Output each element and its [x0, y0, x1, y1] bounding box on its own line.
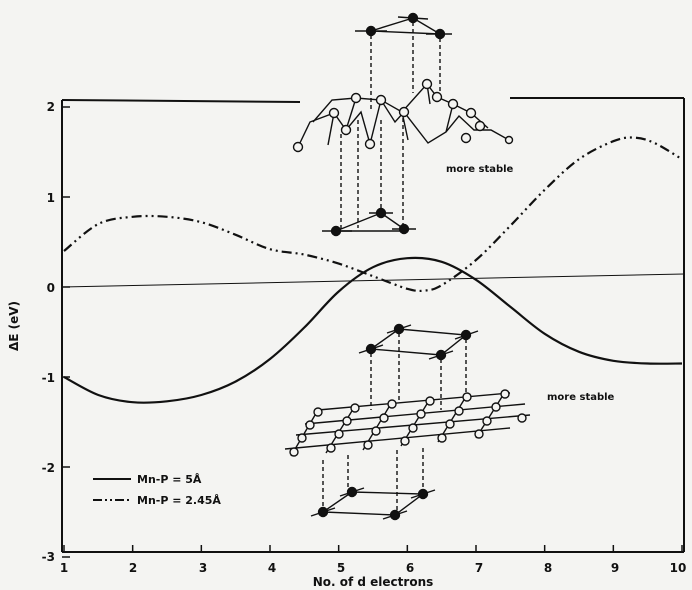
x-tick-label: 9: [611, 561, 619, 575]
series-line-mn-p-2-45a: [63, 136, 683, 293]
layer-structure-diagram: [292, 12, 514, 237]
x-tick-label: 4: [268, 561, 276, 575]
dashed-connectors: [340, 22, 441, 229]
y-axis-label: ΔE (eV): [7, 301, 21, 351]
bottom-triangle: [322, 207, 416, 237]
x-tick-label: 5: [337, 561, 345, 575]
bottom-square: [310, 486, 436, 521]
legend-entry-dashdot: Mn-P = 2.45Å: [137, 494, 221, 507]
legend: Mn-P = 5Å Mn-P = 2.45Å: [93, 473, 221, 507]
y-tick-label: 1: [47, 191, 55, 205]
zigzag-layer: [292, 78, 514, 153]
y-tick-label: 0: [47, 281, 55, 295]
x-tick-label: 1: [60, 561, 68, 575]
x-tick-labels: 1 2 3 4 5 6 7 8 9 10: [60, 561, 687, 575]
x-tick-label: 3: [199, 561, 207, 575]
legend-entry-solid: Mn-P = 5Å: [137, 473, 202, 486]
y-tick-label: -2: [42, 461, 55, 475]
zero-line: [61, 273, 685, 288]
y-tick-label: -3: [42, 550, 55, 564]
sheet-dashed-connectors: [322, 333, 467, 514]
annotation-more-stable-top: more stable: [446, 164, 514, 175]
x-tick-label: 10: [670, 561, 687, 575]
y-tick-label: -1: [42, 371, 55, 385]
x-axis-label: No. of d electrons: [313, 575, 434, 589]
x-tick-label: 6: [406, 561, 414, 575]
top-triangle: [355, 12, 452, 40]
atom-sheet: [284, 389, 531, 457]
axis-ticks: [62, 106, 683, 558]
plot-frame: [61, 97, 685, 553]
annotation-more-stable-bottom: more stable: [547, 392, 615, 403]
series-line-mn-p-5a: [63, 256, 683, 404]
sheet-structure-diagram: [284, 323, 531, 521]
x-tick-label: 7: [475, 561, 483, 575]
x-tick-label: 2: [129, 561, 137, 575]
x-tick-label: 8: [544, 561, 552, 575]
series-layer: [63, 136, 683, 404]
y-tick-label: 2: [47, 100, 55, 114]
y-tick-labels: 2 1 0 -1 -2 -3: [42, 100, 55, 564]
top-square: [358, 323, 479, 361]
